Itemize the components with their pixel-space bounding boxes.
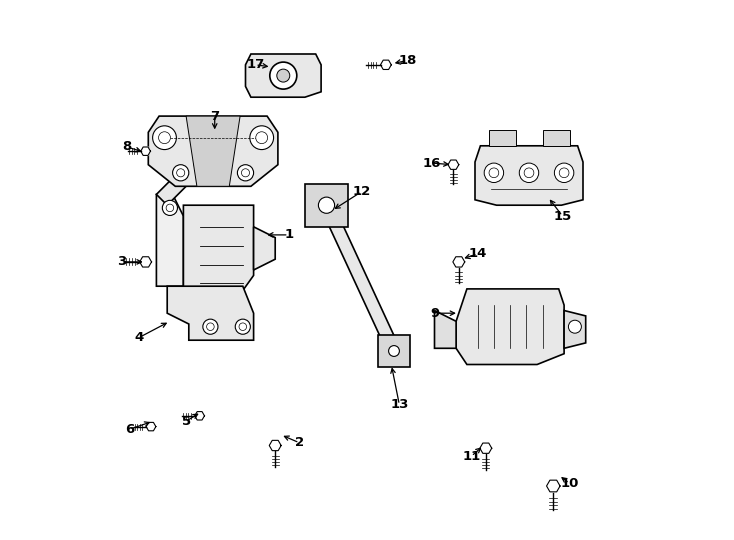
- Circle shape: [195, 159, 205, 170]
- Polygon shape: [305, 184, 348, 227]
- Polygon shape: [186, 116, 240, 186]
- Polygon shape: [489, 130, 515, 146]
- Text: 12: 12: [352, 185, 371, 198]
- Polygon shape: [321, 202, 400, 354]
- Circle shape: [524, 168, 534, 178]
- Circle shape: [206, 323, 214, 330]
- Polygon shape: [475, 146, 583, 205]
- Circle shape: [255, 132, 268, 144]
- Polygon shape: [195, 411, 205, 420]
- Circle shape: [250, 126, 274, 150]
- Polygon shape: [435, 310, 456, 348]
- Polygon shape: [146, 422, 156, 431]
- Polygon shape: [245, 54, 321, 97]
- Polygon shape: [378, 335, 410, 367]
- Polygon shape: [184, 205, 254, 313]
- Polygon shape: [564, 310, 586, 348]
- Circle shape: [153, 126, 176, 150]
- Polygon shape: [141, 147, 150, 156]
- Circle shape: [162, 200, 178, 215]
- Circle shape: [177, 168, 185, 177]
- Text: 16: 16: [423, 157, 441, 170]
- Text: 8: 8: [122, 140, 131, 153]
- Text: 17: 17: [246, 58, 264, 71]
- Text: 9: 9: [430, 307, 439, 320]
- Circle shape: [319, 197, 335, 213]
- Polygon shape: [547, 480, 560, 492]
- Polygon shape: [148, 116, 278, 186]
- Text: 2: 2: [295, 436, 304, 449]
- Text: 13: 13: [390, 399, 409, 411]
- Text: 15: 15: [553, 210, 572, 222]
- Polygon shape: [269, 440, 281, 451]
- Circle shape: [203, 319, 218, 334]
- Circle shape: [519, 163, 539, 183]
- Polygon shape: [448, 160, 459, 170]
- Circle shape: [239, 323, 247, 330]
- Polygon shape: [456, 289, 564, 365]
- Text: 18: 18: [399, 54, 417, 67]
- Circle shape: [159, 132, 170, 144]
- Text: 10: 10: [560, 477, 578, 490]
- Text: 4: 4: [134, 331, 144, 344]
- Circle shape: [484, 163, 504, 183]
- Polygon shape: [156, 194, 184, 286]
- Polygon shape: [139, 256, 151, 267]
- Circle shape: [559, 168, 569, 178]
- Text: 14: 14: [468, 247, 487, 260]
- Circle shape: [237, 165, 254, 181]
- Text: 7: 7: [210, 110, 219, 123]
- Circle shape: [241, 168, 250, 177]
- Circle shape: [235, 319, 250, 334]
- Circle shape: [388, 346, 399, 356]
- Polygon shape: [542, 130, 570, 146]
- Circle shape: [489, 168, 499, 178]
- Circle shape: [554, 163, 574, 183]
- Polygon shape: [380, 60, 391, 70]
- Circle shape: [277, 69, 290, 82]
- Circle shape: [568, 320, 581, 333]
- Circle shape: [166, 204, 174, 212]
- Polygon shape: [167, 286, 254, 340]
- Polygon shape: [453, 256, 465, 267]
- Polygon shape: [480, 443, 492, 454]
- Text: 5: 5: [181, 415, 191, 428]
- Text: 1: 1: [284, 228, 294, 241]
- Text: 6: 6: [125, 423, 134, 436]
- Polygon shape: [254, 227, 275, 270]
- Circle shape: [172, 165, 189, 181]
- Text: 11: 11: [462, 450, 480, 463]
- Circle shape: [270, 62, 297, 89]
- Polygon shape: [156, 157, 211, 205]
- Text: 3: 3: [117, 255, 126, 268]
